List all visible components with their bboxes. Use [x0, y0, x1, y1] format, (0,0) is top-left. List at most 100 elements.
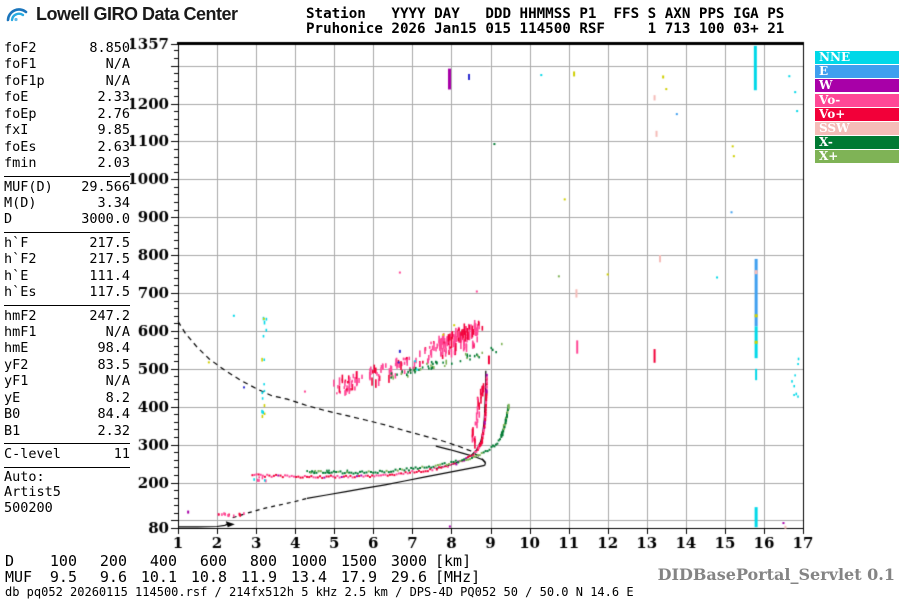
legend-item-vo: Vo- [815, 93, 899, 107]
row-value: 100 [49, 552, 77, 570]
row-value: 1500 [340, 552, 377, 570]
param-value: 29.566 [81, 178, 130, 195]
param-label: foF2 [4, 40, 37, 56]
row-label: D [5, 552, 15, 570]
param-value: 8.850 [89, 40, 130, 56]
panel-divider [4, 466, 130, 468]
param-label: foEp [4, 105, 37, 122]
param-label: foF1p [4, 72, 45, 89]
auto-line: 500200 [4, 499, 53, 516]
param-value: N/A [105, 373, 130, 390]
param-value: 84.4 [97, 406, 130, 423]
row-value: 11.9 [240, 567, 277, 586]
panel-divider [4, 175, 130, 177]
param-row: yF1 N/A [4, 373, 130, 389]
param-row: h`F 217.5 [4, 235, 130, 251]
param-label: MUF(D) [4, 178, 53, 195]
param-label: yF2 [4, 356, 29, 373]
param-value: 2.76 [97, 105, 130, 122]
param-value: 8.2 [105, 389, 130, 406]
row-value: 400 [149, 552, 177, 570]
param-label: foF1 [4, 56, 37, 73]
param-row: foE 2.33 [4, 89, 130, 105]
param-label: D [4, 211, 13, 228]
param-label: h`E [4, 267, 29, 284]
param-value: 2.03 [97, 155, 130, 172]
param-value: 83.5 [97, 356, 130, 373]
param-value: 217.5 [89, 234, 130, 251]
row-value: 10.8 [190, 567, 227, 586]
param-row: foF1 N/A [4, 56, 130, 72]
logo-text: Lowell GIRO Data Center [36, 4, 238, 24]
panel-divider [4, 231, 130, 233]
logo: Lowell GIRO Data Center [6, 4, 238, 25]
param-row: B0 84.4 [4, 406, 130, 422]
param-label: h`F [4, 234, 29, 251]
param-row: MUF(D) 29.566 [4, 179, 130, 195]
row-value: 800 [249, 552, 277, 570]
legend-item-x: X+ [815, 150, 899, 164]
row-value: 200 [99, 552, 127, 570]
param-row: fmin 2.03 [4, 155, 130, 171]
param-value: 11 [113, 446, 130, 463]
row-value: 600 [199, 552, 227, 570]
param-label: foE [4, 89, 29, 106]
param-value: 98.4 [97, 340, 130, 357]
param-label: fxI [4, 122, 29, 139]
param-label: hmE [4, 340, 29, 357]
param-panel: foF2 8.850 foF1 N/A foF1p N/A foE 2.33 foEp 2.76 f… [4, 40, 130, 516]
legend-item-w: W [815, 79, 899, 93]
param-value: 2.32 [97, 422, 130, 439]
legend-item-e: E [815, 65, 899, 79]
param-row: hmE 98.4 [4, 340, 130, 356]
row-value: 1000 [290, 552, 327, 570]
giro-wave-icon [6, 7, 28, 21]
param-row: hmF1 N/A [4, 324, 130, 340]
row-value: 17.9 [340, 567, 377, 586]
auto-line: Artist5 [4, 484, 61, 500]
row-value: 9.5 [49, 567, 77, 586]
echo-direction-legend: NNE E W Vo- Vo+ SSW X- X+ [815, 51, 899, 165]
param-row: D 3000.0 [4, 211, 130, 227]
row-label: MUF [5, 567, 33, 586]
param-value: 2.63 [97, 138, 130, 155]
auto-line: Auto: [4, 468, 45, 485]
muf-row: MUF 9.5 9.6 10.1 10.8 11.9 13.4 17.9 29.6 [MHz] [5, 567, 480, 586]
servlet-version-label: DIDBasePortal_Servlet 0.1 [657, 565, 895, 584]
param-label: hmF2 [4, 307, 37, 324]
param-value: 3000.0 [81, 211, 130, 228]
legend-item-ssw: SSW [815, 121, 899, 135]
header-columns: Station YYYY DAY DDD HHMMSS P1 FFS S AXN… [306, 6, 785, 22]
param-value: 9.85 [97, 122, 130, 139]
row-value: 9.6 [99, 567, 127, 586]
param-label: h`Es [4, 284, 37, 301]
d-row: D 100 200 400 600 800 1000 1500 3000 [km] [5, 552, 480, 570]
panel-divider [4, 304, 130, 306]
param-row: fxI 9.85 [4, 122, 130, 138]
param-value: N/A [105, 72, 130, 89]
param-value: N/A [105, 324, 130, 340]
param-value: N/A [105, 56, 130, 73]
param-row: h`E 111.4 [4, 268, 130, 284]
muf-table: D 100 200 400 600 800 1000 1500 3000 [km] MUF 9.5 9.… [5, 552, 480, 586]
param-row: yF2 83.5 [4, 357, 130, 373]
param-row: hmF2 247.2 [4, 308, 130, 324]
param-value: 117.5 [89, 284, 130, 301]
param-row: foF2 8.850 [4, 40, 130, 56]
row-value: 3000 [390, 552, 427, 570]
param-row: foEs 2.63 [4, 139, 130, 155]
param-row: M(D) 3.34 [4, 195, 130, 211]
param-label: h`F2 [4, 251, 37, 268]
param-value: 217.5 [89, 251, 130, 268]
param-row: h`F2 217.5 [4, 251, 130, 267]
param-row: h`Es 117.5 [4, 284, 130, 300]
param-value: 2.33 [97, 89, 130, 106]
legend-item-vo: Vo+ [815, 107, 899, 121]
row-unit: [km] [435, 552, 472, 570]
panel-divider [4, 443, 130, 445]
param-label: foEs [4, 138, 37, 155]
legend-item-x: X- [815, 136, 899, 150]
station-header: Station YYYY DAY DDD HHMMSS P1 FFS S AXN… [306, 7, 784, 37]
param-label: C-level [4, 446, 61, 463]
row-value: 13.4 [290, 567, 327, 586]
